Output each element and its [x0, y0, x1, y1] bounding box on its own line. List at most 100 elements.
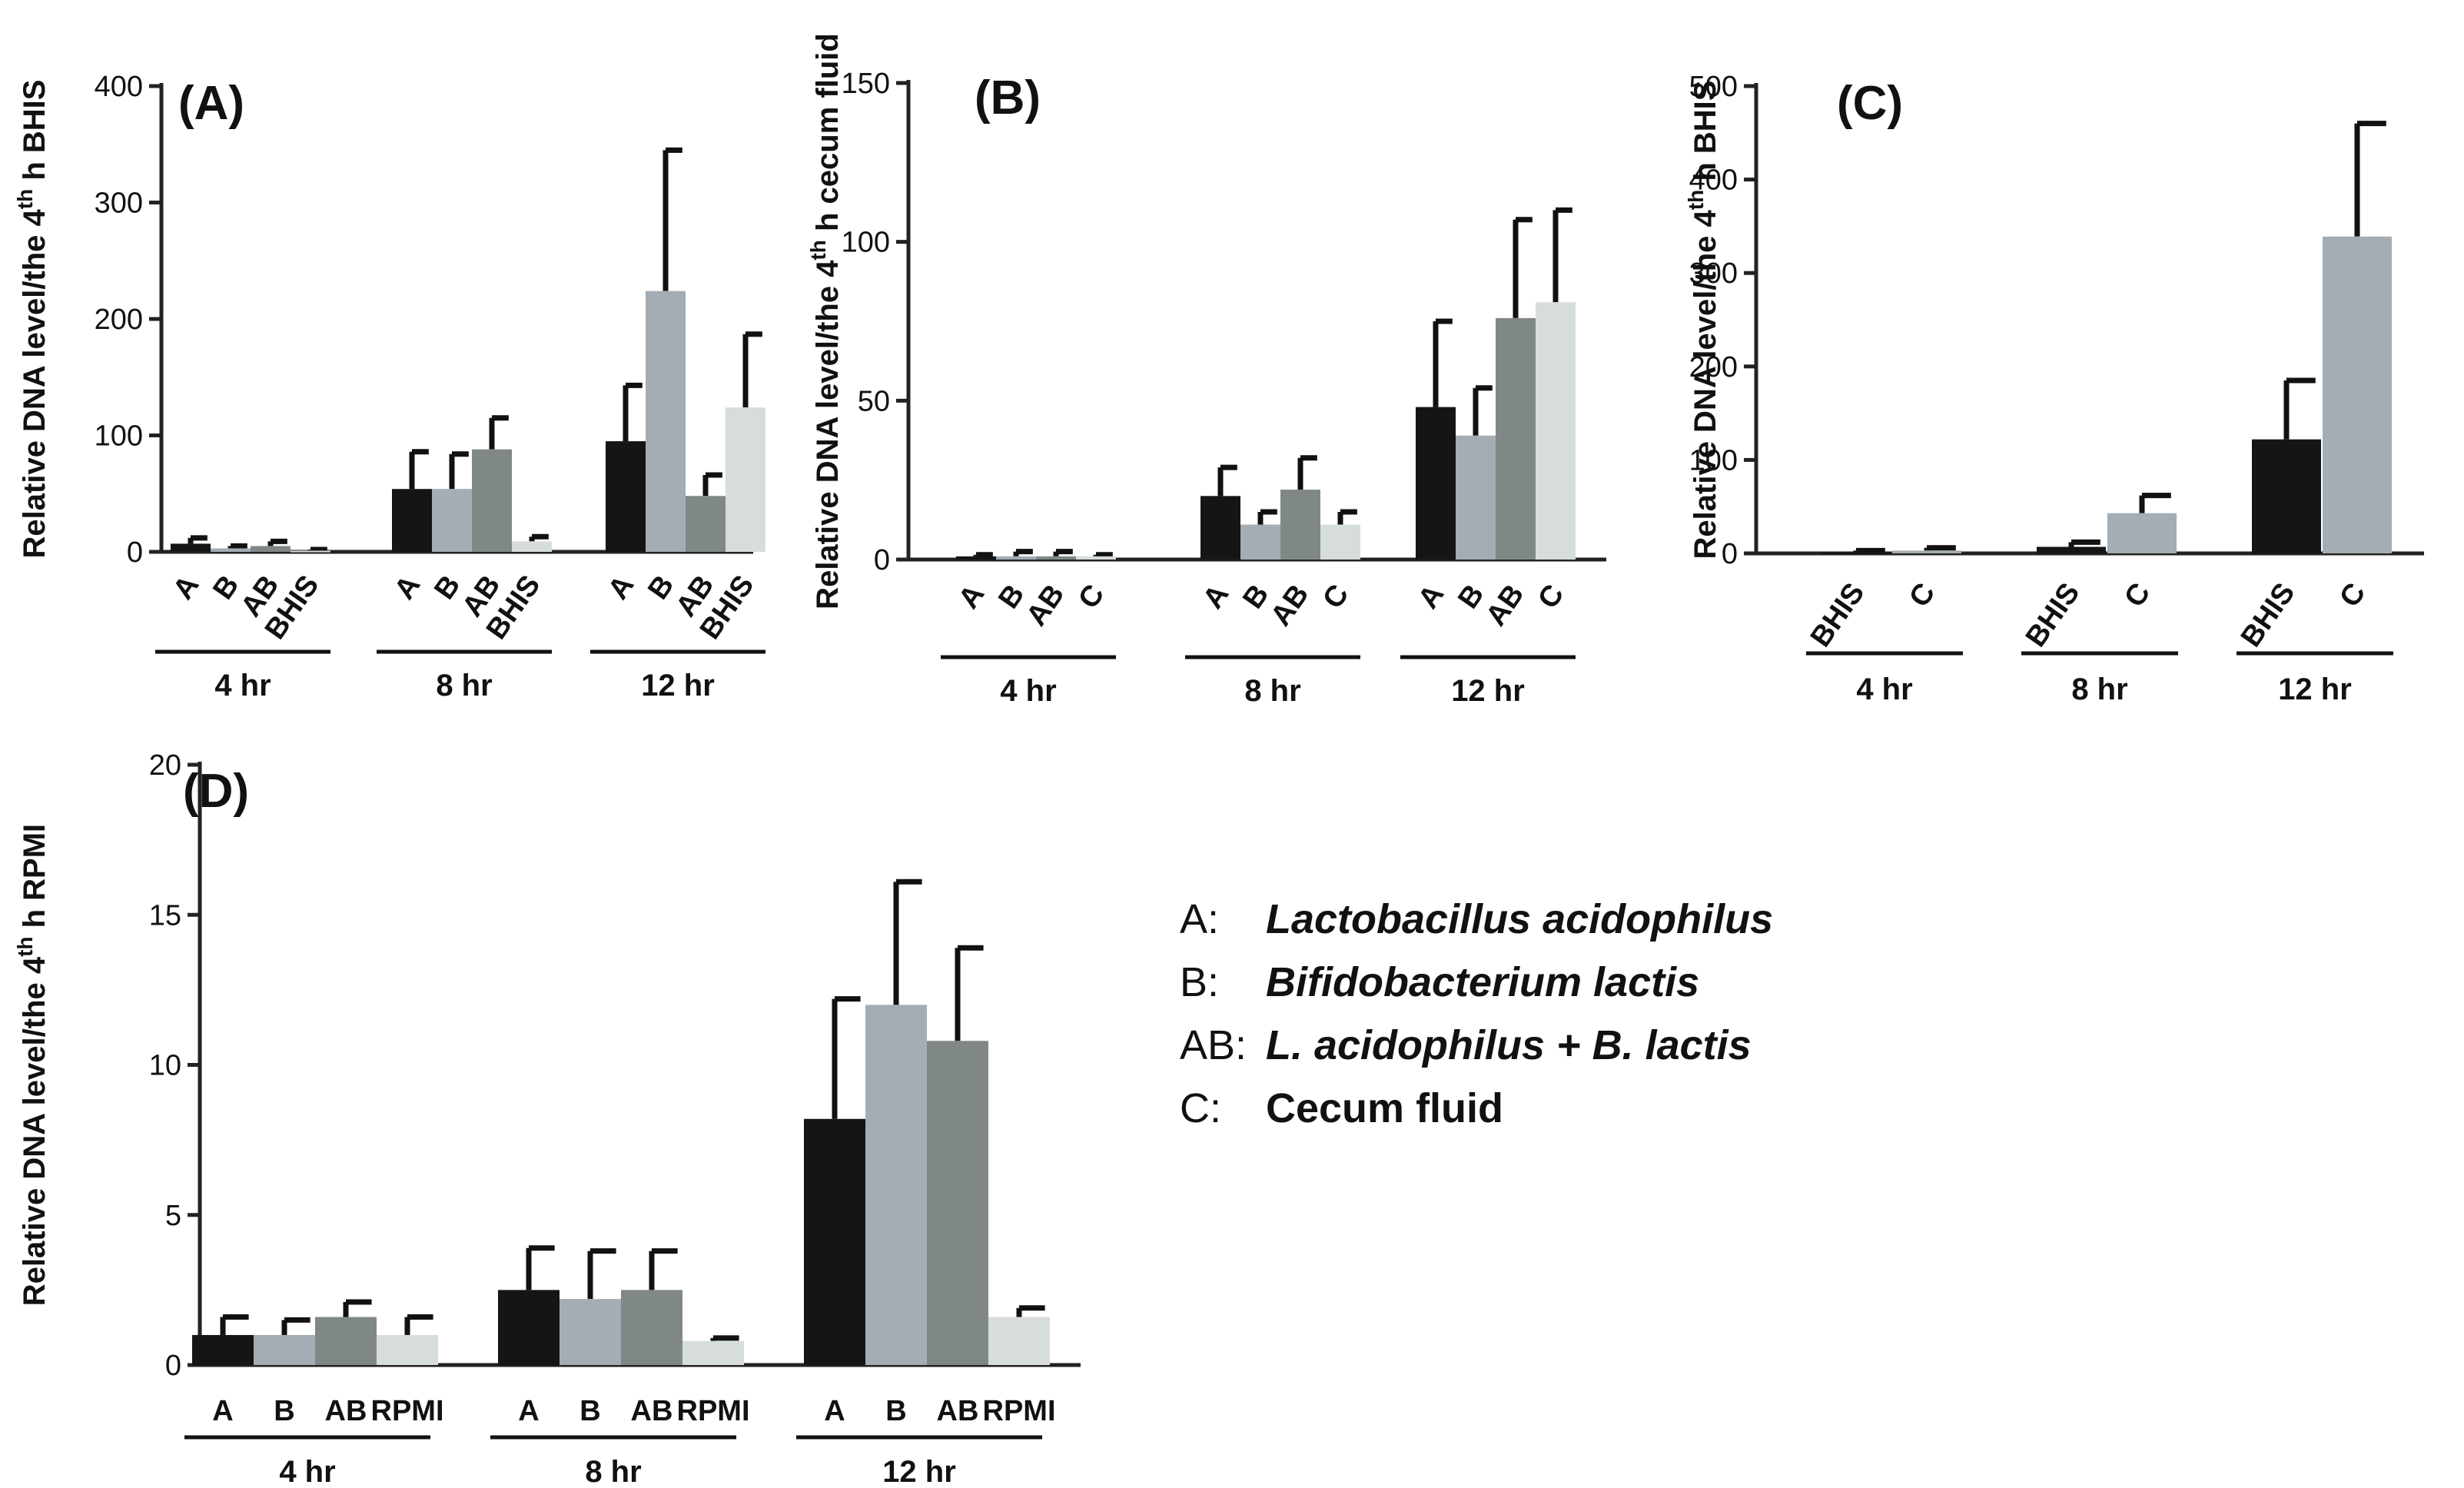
group-label: 4 hr: [279, 1455, 335, 1488]
x-tick-label: AB: [1479, 579, 1530, 632]
y-tick-label: 15: [149, 899, 181, 932]
y-axis-label-part: Relative DNA level/the 4: [18, 208, 51, 558]
bar-rpmi: [377, 1334, 438, 1365]
x-tick-label: BHIS: [1805, 577, 1871, 653]
x-tick-label: A: [1412, 579, 1450, 615]
y-axis-label-part: h BHIS: [18, 80, 51, 189]
bar-a: [392, 489, 432, 552]
y-tick-label: 300: [95, 188, 143, 220]
panel-label: (B): [975, 71, 1041, 125]
y-tick-label: 50: [858, 385, 890, 417]
bar-ab: [1496, 317, 1536, 560]
y-tick-label: 150: [842, 68, 890, 100]
x-tick-label: RPMI: [677, 1395, 750, 1427]
x-tick-label: BHIS: [2020, 577, 2086, 653]
y-axis-label-sup: th: [13, 189, 37, 209]
group-label: 12 hr: [2278, 673, 2352, 706]
x-tick-label: A: [1197, 579, 1235, 615]
y-tick-label: 20: [149, 749, 181, 782]
y-axis-label-part: Relative DNA level/the 4: [18, 956, 51, 1306]
bar-ab: [1280, 490, 1320, 560]
y-tick-label: 5: [165, 1200, 181, 1232]
y-tick-label: 400: [1689, 164, 1738, 197]
group-label: 8 hr: [1244, 674, 1300, 708]
y-axis-label-sup: th: [13, 936, 37, 956]
x-tick-label: A: [212, 1395, 233, 1427]
x-tick-label: C: [2118, 577, 2157, 613]
y-tick-label: 0: [874, 544, 890, 576]
panel-label: (D): [183, 765, 249, 818]
y-tick-label: 100: [95, 420, 143, 453]
bar-bhis: [726, 407, 765, 552]
bar-bhis: [1821, 552, 1891, 554]
legend-key: A:: [1180, 896, 1220, 942]
legend-row: A: Lactobacillus acidophilus: [1180, 888, 1773, 951]
bar-ab: [251, 546, 291, 552]
bar-b: [865, 1005, 927, 1365]
x-tick-label: RPMI: [983, 1395, 1056, 1427]
y-axis-label-sup: th: [1684, 190, 1708, 210]
y-axis-label: Relative DNA level/the 4th h RPMI: [13, 824, 51, 1306]
panel-label: (A): [178, 77, 244, 130]
legend-desc: Lactobacillus acidophilus: [1266, 896, 1774, 942]
x-tick-label: AB: [1020, 579, 1071, 632]
x-tick-label: A: [824, 1395, 845, 1427]
bar-bhis: [512, 541, 552, 552]
y-axis-label: Relative DNA level/the 4th h BHIS: [13, 80, 51, 559]
group-label: 12 hr: [641, 669, 715, 702]
bar-b: [254, 1334, 315, 1365]
y-axis-label-sup: th: [806, 240, 830, 260]
bar-rpmi: [682, 1340, 744, 1365]
group-label: 12 hr: [1451, 674, 1525, 708]
group-label: 4 hr: [1856, 673, 1912, 706]
bar-a: [498, 1290, 560, 1365]
y-axis-label-part: Relative DNA level/the 4: [1689, 209, 1722, 559]
bar-ab: [927, 1041, 988, 1365]
x-tick-label: A: [388, 570, 427, 606]
legend-key: B:: [1180, 959, 1220, 1005]
group-label: 12 hr: [882, 1455, 956, 1488]
y-tick-label: 100: [842, 227, 890, 259]
bar-a: [956, 556, 996, 560]
group-label: 8 hr: [585, 1455, 641, 1488]
bar-c: [2323, 236, 2392, 553]
x-tick-label: C: [1903, 577, 1941, 613]
x-tick-label: B: [274, 1395, 294, 1427]
chart-panel-4: 0 5 10 15 20 Relative DNA level/the 4th h RPM…: [13, 749, 1081, 1488]
y-tick-label: 0: [165, 1350, 181, 1382]
y-tick-label: 200: [1689, 351, 1738, 384]
y-axis-label: Relative DNA level/the 4th h BHIS: [1684, 81, 1722, 560]
x-tick-label: AB: [631, 1395, 673, 1427]
bar-ab: [472, 449, 512, 552]
bar-a: [1416, 407, 1456, 560]
legend-desc: Bifidobacterium lactis: [1266, 959, 1700, 1005]
bar-a: [606, 441, 646, 552]
group-label: 4 hr: [214, 669, 271, 702]
bar-a: [804, 1118, 865, 1365]
legend-row: C: Cecum fluid: [1180, 1077, 1773, 1140]
group-label: 4 hr: [1000, 674, 1056, 708]
bar-ab: [315, 1317, 377, 1365]
chart-panel-1: 0 100 200 300 400 Relative DNA level/the 4th …: [13, 71, 765, 702]
y-axis-label: Relative DNA level/the 4th h cecum fluid: [806, 33, 845, 609]
bar-b: [211, 548, 251, 552]
x-tick-label: AB: [1264, 579, 1315, 632]
x-tick-label: C: [1317, 579, 1355, 615]
y-tick-label: 100: [1689, 444, 1738, 477]
y-tick-label: 200: [95, 304, 143, 336]
x-tick-label: AB: [325, 1395, 367, 1427]
bar-c: [1320, 524, 1360, 560]
x-tick-label: BHIS: [2235, 577, 2301, 653]
legend-key: AB:: [1180, 1022, 1247, 1068]
bar-rpmi: [988, 1317, 1050, 1365]
y-axis-label-part: h RPMI: [18, 824, 51, 937]
legend: A: Lactobacillus acidophilus B: Bifidobact…: [1180, 888, 1773, 1140]
x-tick-label: AB: [937, 1395, 979, 1427]
bar-bhis: [2252, 439, 2321, 553]
x-tick-label: A: [167, 570, 205, 606]
bar-bhis: [2037, 546, 2106, 553]
bar-a: [1200, 496, 1240, 560]
bar-c: [1892, 550, 1961, 553]
